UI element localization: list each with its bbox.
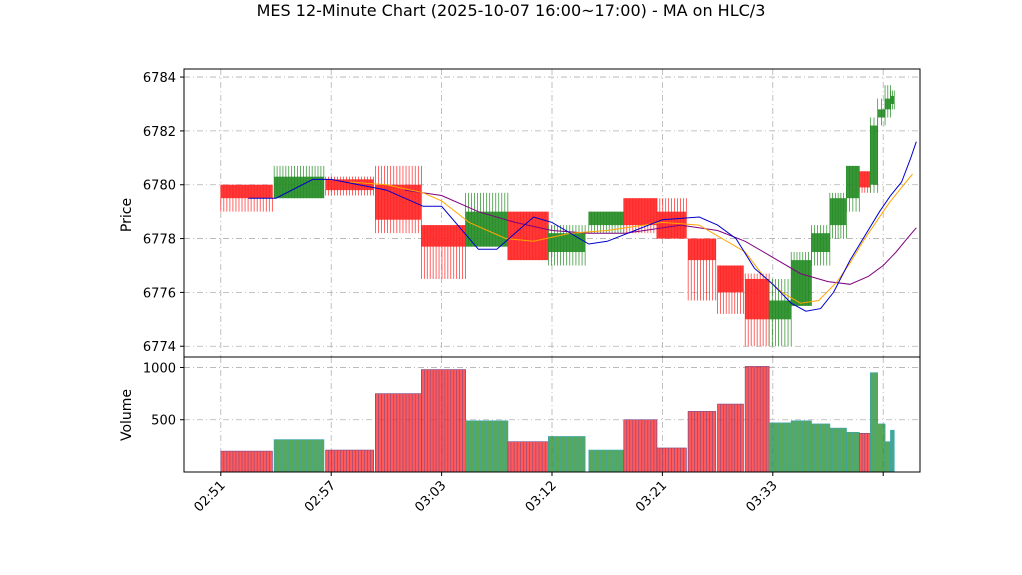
candle xyxy=(325,176,374,196)
volume-bar xyxy=(375,393,422,473)
candle-body xyxy=(791,260,812,306)
candle-body xyxy=(829,198,847,226)
candle-body xyxy=(548,233,586,253)
volume-bar xyxy=(790,420,812,473)
x-tick-label: 03:33 xyxy=(744,478,781,515)
x-tick-label: 03:21 xyxy=(633,478,670,515)
candle xyxy=(829,192,847,239)
volume-bar-fill xyxy=(623,419,658,473)
candle-body xyxy=(588,211,624,226)
candle xyxy=(811,225,831,266)
candle-body xyxy=(859,171,871,188)
price-y-tick-label: 6784 xyxy=(143,71,176,86)
volume-bar xyxy=(325,449,374,473)
volume-bar-fill xyxy=(687,411,717,473)
volume-y-tick-label: 500 xyxy=(151,414,176,429)
x-axis: 02:51 02:57 03:03 03:12 03:21 03:33 xyxy=(192,472,884,515)
ma-long-line xyxy=(404,189,917,285)
candle-body xyxy=(811,233,830,253)
price-axis-label: Price xyxy=(119,198,135,232)
candle xyxy=(884,85,891,118)
candle-body xyxy=(846,165,860,199)
volume-bar xyxy=(548,436,586,473)
price-y-tick-label: 6778 xyxy=(143,233,176,248)
candle-body xyxy=(890,95,895,104)
volume-bar xyxy=(811,423,831,473)
volume-bar xyxy=(744,366,770,473)
x-tick-label: 03:03 xyxy=(412,478,449,515)
candle xyxy=(717,265,744,314)
volume-bar xyxy=(768,422,792,473)
candle xyxy=(858,171,871,193)
candle-body xyxy=(870,125,878,185)
volume-bar xyxy=(858,433,871,473)
volume-bar xyxy=(846,431,860,473)
candle xyxy=(846,165,860,212)
volume-bar-fill xyxy=(717,403,744,473)
volume-bar xyxy=(877,423,886,473)
candle-body xyxy=(507,211,549,261)
price-y-tick-label: 6776 xyxy=(143,286,176,301)
candle xyxy=(465,192,509,247)
candle-body xyxy=(220,184,273,199)
candle-body xyxy=(769,300,792,320)
volume-bar xyxy=(588,449,625,473)
candle xyxy=(877,98,886,126)
candle-body xyxy=(885,98,891,110)
volume-bar-fill xyxy=(273,439,325,473)
candle-body xyxy=(688,238,716,261)
volume-bar xyxy=(220,450,273,473)
volume-bar xyxy=(465,420,509,473)
candle-body xyxy=(623,198,657,226)
volume-bar-fill xyxy=(375,393,422,473)
chart-title: MES 12-Minute Chart (2025-10-07 16:00~17… xyxy=(257,1,766,20)
x-tick-label: 03:12 xyxy=(523,478,560,515)
candle xyxy=(507,211,549,261)
candle xyxy=(687,238,717,301)
volume-bar-fill xyxy=(220,450,273,473)
candle xyxy=(744,273,770,347)
candle xyxy=(656,198,687,239)
candle xyxy=(421,225,466,279)
volume-bar xyxy=(870,372,878,473)
candle xyxy=(768,278,792,347)
volume-bar xyxy=(656,447,687,473)
candle xyxy=(375,165,422,234)
candle xyxy=(890,90,895,110)
volume-bar-fill xyxy=(421,369,466,473)
volume-bar xyxy=(829,427,847,473)
volume-bar xyxy=(890,429,895,473)
price-y-tick-label: 6780 xyxy=(143,179,176,194)
candle-body xyxy=(421,225,466,247)
candle-body xyxy=(717,265,744,293)
volume-bar xyxy=(507,441,549,473)
candle-body xyxy=(877,109,886,118)
volume-y-tick-label: 1000 xyxy=(143,361,176,376)
volume-bar xyxy=(273,439,325,473)
volume-bar xyxy=(421,369,466,473)
price-y-tick-label: 6774 xyxy=(143,340,176,355)
volume-bar xyxy=(884,441,891,473)
candle-body xyxy=(325,179,374,191)
volume-panel: 500 1000 xyxy=(143,356,921,473)
x-tick-label: 02:57 xyxy=(302,478,339,515)
candle-body xyxy=(465,211,508,247)
candle xyxy=(869,117,879,193)
candle-body xyxy=(745,278,770,320)
candle xyxy=(588,211,625,234)
volume-bar xyxy=(717,403,744,473)
volume-bar xyxy=(687,411,717,473)
candle xyxy=(273,165,325,199)
price-panel: 6774 6776 6778 6780 6782 6784 xyxy=(143,68,921,358)
ma-mid-line xyxy=(349,173,913,304)
volume-bar xyxy=(623,419,658,473)
ma-short-line xyxy=(248,141,917,312)
price-y-tick-label: 6782 xyxy=(143,125,176,140)
x-tick-label: 02:51 xyxy=(192,478,229,515)
candle xyxy=(547,225,586,266)
candle xyxy=(790,252,812,306)
volume-axis-label: Volume xyxy=(119,389,135,441)
